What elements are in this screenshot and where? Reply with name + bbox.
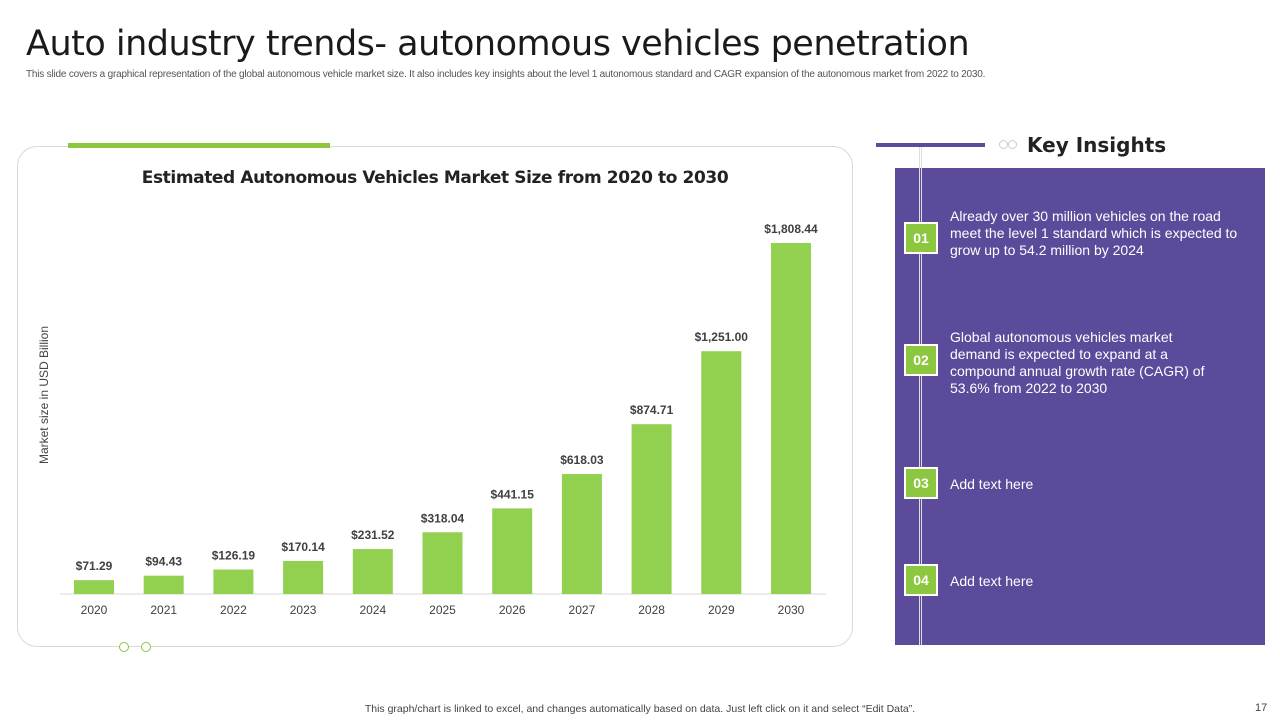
decor-dot [999, 140, 1008, 149]
bar [352, 549, 393, 594]
bar [422, 532, 463, 594]
bar [74, 580, 114, 594]
insight-number: 03 [904, 467, 938, 499]
data-label: $1,808.44 [764, 222, 818, 236]
insight-number: 04 [904, 564, 938, 596]
bar [561, 474, 602, 594]
insight-text: Add text here [950, 476, 1034, 492]
bar [631, 424, 672, 594]
data-label: $618.03 [560, 453, 604, 467]
x-tick-label: 2023 [290, 603, 317, 617]
data-label: $874.71 [630, 403, 674, 417]
x-tick-label: 2030 [778, 603, 805, 617]
bar [492, 508, 533, 594]
page-title: Auto industry trends- autonomous vehicle… [26, 24, 970, 64]
insight-text: Global autonomous vehicles market demand… [950, 329, 1205, 396]
x-tick-label: 2028 [638, 603, 665, 617]
x-tick-label: 2029 [708, 603, 735, 617]
insight-text: Add text here [950, 573, 1034, 589]
x-tick-label: 2025 [429, 603, 456, 617]
decor-dot [1008, 140, 1017, 149]
insights-title: Key Insights [1027, 133, 1167, 157]
chart-container[interactable] [17, 146, 853, 647]
data-label: $231.52 [351, 528, 395, 542]
insight-number: 01 [904, 222, 938, 254]
decor-dot [141, 642, 151, 652]
page-number: 17 [1255, 702, 1268, 714]
data-label: $94.43 [145, 555, 182, 569]
data-label: $71.29 [76, 559, 113, 573]
bar [143, 575, 184, 594]
insights-header-line [876, 143, 985, 147]
chart-title: Estimated Autonomous Vehicles Market Siz… [141, 168, 729, 188]
x-tick-label: 2024 [359, 603, 386, 617]
bar [701, 351, 742, 594]
page-subtitle: This slide covers a graphical representa… [26, 69, 986, 80]
insights-panel [895, 168, 1265, 645]
x-tick-label: 2020 [81, 603, 108, 617]
x-tick-label: 2027 [569, 603, 596, 617]
bar [213, 569, 254, 594]
bar [771, 243, 811, 594]
data-label: $318.04 [421, 511, 465, 525]
data-label: $1,251.00 [695, 330, 749, 344]
bar [283, 560, 324, 594]
x-tick-label: 2021 [150, 603, 177, 617]
timeline-line [919, 147, 922, 645]
data-label: $441.15 [491, 487, 535, 501]
insight-number: 02 [904, 344, 938, 376]
insight-text: Already over 30 million vehicles on the … [950, 208, 1238, 258]
x-tick-label: 2022 [220, 603, 247, 617]
x-tick-label: 2026 [499, 603, 526, 617]
accent-bar [68, 143, 330, 148]
footer-note: This graph/chart is linked to excel, and… [364, 703, 916, 715]
data-label: $170.14 [281, 540, 325, 554]
decor-dot [119, 642, 129, 652]
data-label: $126.19 [212, 549, 256, 563]
